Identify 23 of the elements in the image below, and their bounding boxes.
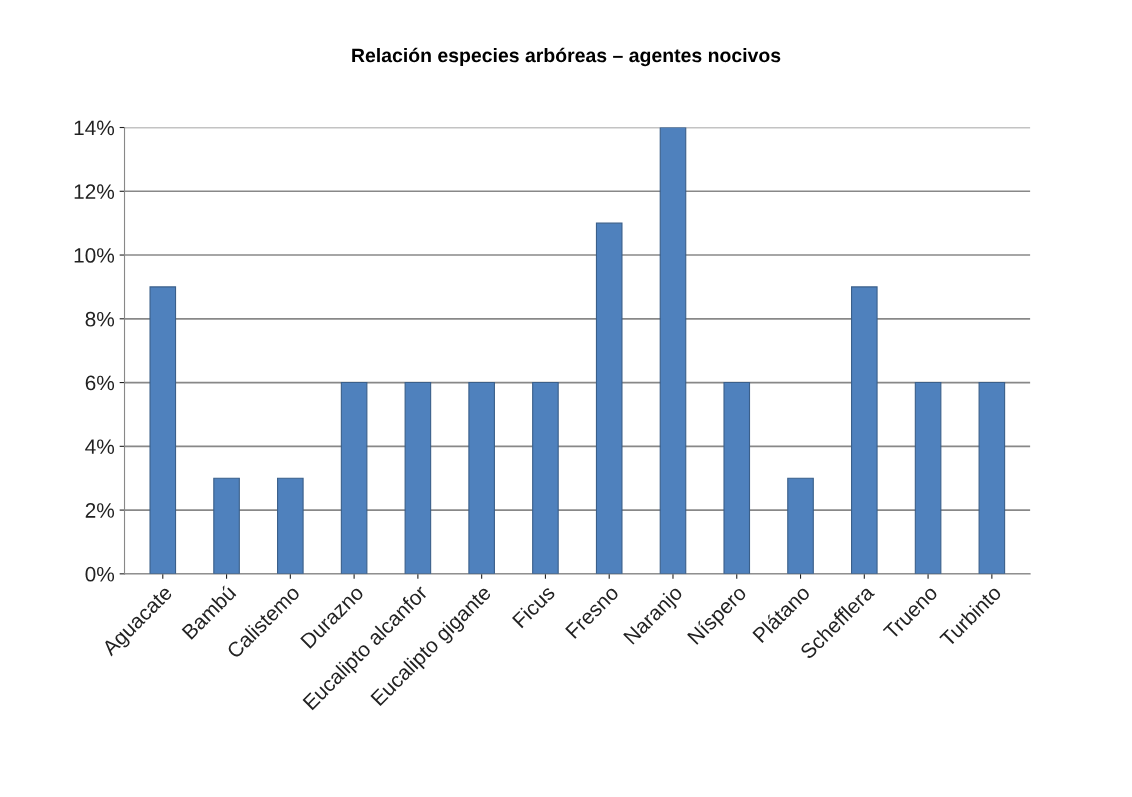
bar (787, 477, 814, 574)
y-tick-label: 0% (85, 566, 115, 582)
bar (595, 222, 623, 574)
bar (213, 477, 240, 574)
bar (978, 382, 1006, 574)
y-tick-label: 14% (74, 120, 115, 136)
y-tick-label: 4% (85, 439, 115, 454)
bar (468, 382, 495, 574)
bar (532, 382, 559, 574)
chart-title: Relación especies arbóreas – agentes nocivos (352, 47, 781, 67)
bar (914, 382, 942, 574)
bar (340, 382, 368, 574)
y-tick-label: 2% (85, 503, 115, 518)
bar (850, 286, 878, 574)
bar (404, 382, 432, 574)
y-tick-label: 10% (74, 248, 115, 263)
bar (149, 286, 177, 574)
y-tick-label: 12% (74, 184, 115, 199)
y-tick-label: 8% (85, 311, 115, 327)
y-tick-label: 6% (85, 375, 115, 391)
bar (659, 127, 687, 574)
bar (277, 477, 304, 574)
bar (723, 382, 751, 574)
